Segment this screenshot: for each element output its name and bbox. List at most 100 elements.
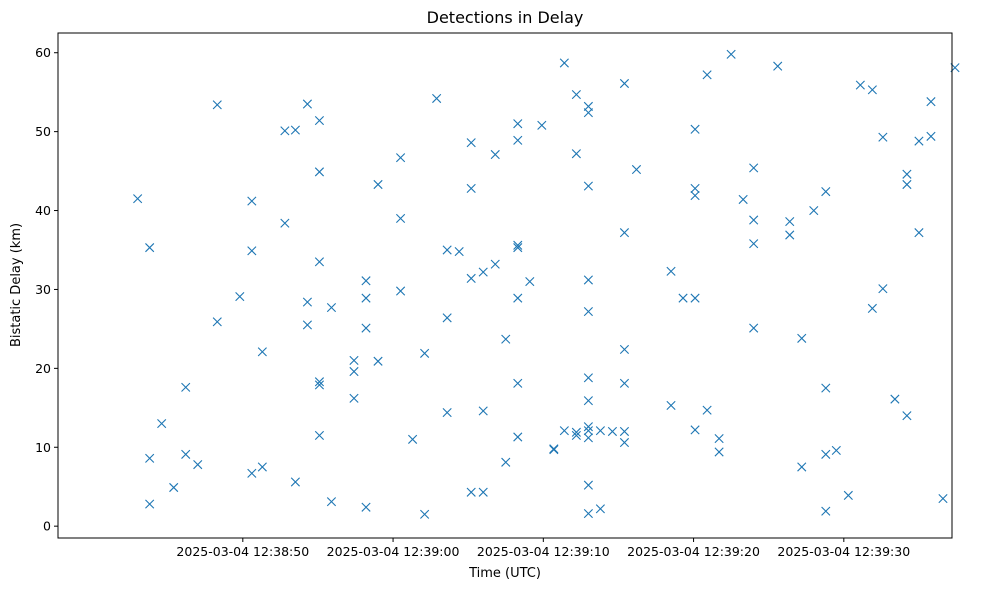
data-point — [619, 426, 630, 437]
data-point — [466, 487, 476, 497]
data-point — [690, 190, 700, 201]
data-point — [583, 508, 593, 519]
data-point — [247, 468, 257, 478]
data-point — [890, 394, 900, 404]
data-point — [513, 432, 523, 442]
data-point — [314, 167, 325, 177]
x-tick-label: 2025-03-04 12:38:50 — [176, 544, 309, 559]
data-point — [513, 243, 523, 253]
data-point — [454, 246, 464, 257]
data-point — [395, 213, 406, 224]
y-tick-label: 10 — [35, 440, 51, 455]
data-point — [619, 228, 630, 238]
y-axis-ticks: 0 10 20 30 40 50 60 — [35, 45, 58, 534]
data-point — [583, 108, 593, 118]
data-point — [373, 356, 383, 366]
data-point — [726, 49, 736, 59]
data-point — [571, 430, 581, 441]
data-point — [595, 504, 605, 514]
data-point — [607, 426, 618, 437]
data-point — [466, 138, 476, 148]
data-point — [490, 149, 500, 160]
data-point — [349, 355, 359, 366]
data-point — [571, 427, 581, 437]
data-point — [619, 78, 630, 89]
data-point — [690, 124, 700, 134]
data-point — [583, 181, 593, 191]
x-axis-label: Time (UTC) — [468, 566, 541, 581]
x-tick-label: 2025-03-04 12:39:10 — [477, 544, 610, 559]
data-point — [773, 61, 783, 71]
data-point — [619, 378, 630, 388]
data-point — [559, 58, 569, 68]
data-point — [583, 433, 593, 443]
data-point — [157, 418, 167, 429]
data-point — [583, 480, 593, 490]
data-point — [314, 257, 325, 267]
data-point — [145, 243, 155, 253]
data-point — [619, 344, 630, 355]
data-point — [714, 447, 724, 457]
data-point — [831, 445, 841, 456]
data-point — [738, 194, 748, 205]
data-point — [914, 136, 924, 146]
data-point — [878, 284, 888, 294]
data-point — [559, 426, 569, 436]
y-tick-label: 50 — [35, 124, 51, 139]
data-point — [501, 457, 511, 467]
data-point — [571, 149, 581, 159]
plot-area-frame — [57, 32, 953, 539]
data-point — [442, 313, 452, 323]
data-point — [361, 276, 371, 286]
data-point — [145, 453, 155, 463]
data-point — [145, 499, 155, 509]
data-point — [902, 169, 912, 179]
data-point — [490, 259, 500, 269]
data-point — [302, 99, 313, 109]
data-point — [513, 135, 523, 145]
data-point — [690, 425, 700, 435]
data-point — [212, 100, 222, 110]
data-point — [513, 378, 523, 388]
data-point — [478, 487, 488, 497]
data-point — [314, 377, 325, 387]
data-point — [501, 334, 511, 344]
data-point — [361, 293, 371, 303]
data-point — [280, 126, 290, 136]
data-point — [902, 179, 912, 190]
data-point — [785, 230, 795, 240]
data-point — [326, 303, 337, 313]
data-point — [257, 347, 267, 357]
data-point — [181, 449, 191, 459]
data-point — [571, 89, 581, 100]
data-point — [373, 179, 383, 190]
data-point — [821, 187, 831, 197]
data-point — [169, 482, 179, 493]
data-point — [666, 400, 676, 411]
data-point — [212, 317, 222, 327]
data-point — [302, 297, 313, 307]
data-point — [926, 131, 936, 141]
data-point — [442, 407, 452, 418]
data-point — [678, 293, 688, 303]
y-tick-label: 30 — [35, 282, 51, 297]
data-point — [513, 293, 523, 303]
data-point — [314, 380, 325, 390]
data-point — [855, 80, 865, 90]
data-point — [280, 218, 290, 228]
data-point — [133, 194, 143, 204]
x-axis-ticks: 2025-03-04 12:38:50 2025-03-04 12:39:00 20… — [176, 538, 910, 559]
data-point — [235, 291, 245, 302]
data-point — [938, 493, 948, 504]
data-point — [821, 383, 831, 393]
data-point — [690, 293, 700, 303]
data-point — [420, 509, 430, 519]
data-point — [843, 490, 853, 500]
data-point — [420, 348, 430, 358]
data-point — [478, 406, 488, 416]
data-point — [583, 426, 593, 436]
data-point — [314, 115, 325, 126]
data-point — [181, 382, 191, 392]
